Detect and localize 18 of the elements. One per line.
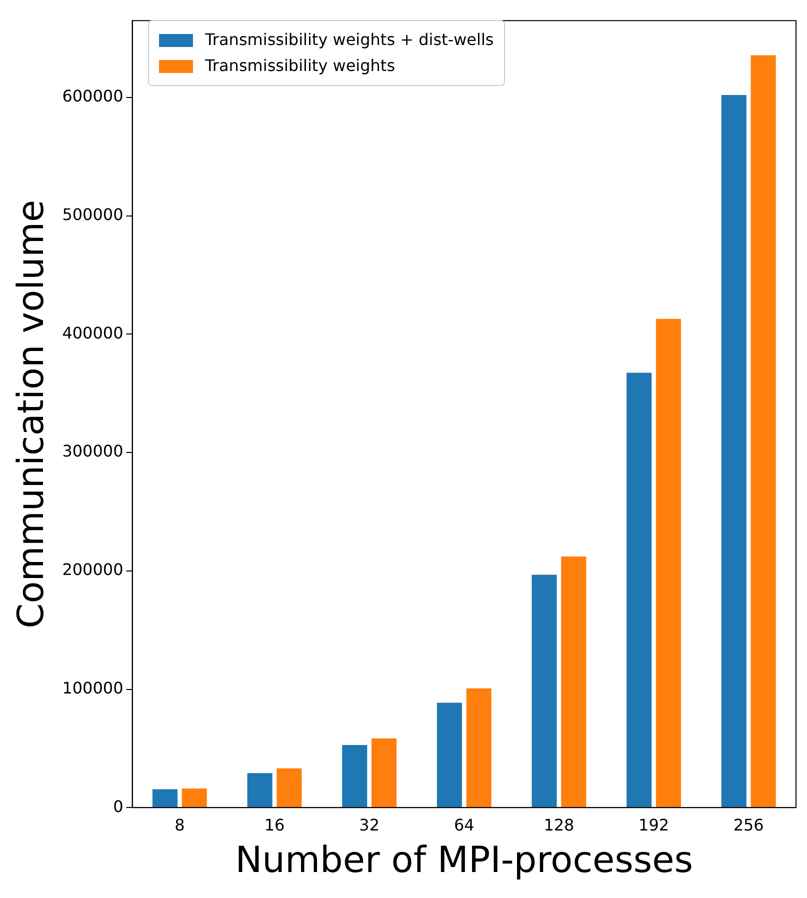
x-tick-label: 192 (638, 815, 670, 834)
y-tick-label: 400000 (62, 323, 124, 342)
x-tick-label: 128 (544, 815, 574, 834)
y-axis-title: Communication volume (10, 200, 52, 628)
x-tick-label: 64 (454, 815, 474, 834)
x-tick-label: 16 (264, 815, 285, 834)
y-tick-label: 0 (113, 796, 124, 816)
y-tick-label: 600000 (62, 86, 124, 106)
x-tick-label: 8 (174, 815, 185, 834)
legend-label: Transmissibility weights + dist-wells (205, 29, 494, 51)
x-tick-label: 32 (359, 815, 380, 834)
y-tick-label: 300000 (62, 442, 124, 461)
legend-label: Transmissibility weights (205, 55, 396, 77)
x-tick-label: 256 (733, 815, 764, 834)
y-tick-label: 500000 (62, 205, 124, 224)
x-axis-title: Number of MPI-processes (235, 840, 694, 881)
y-tick-label: 200000 (62, 560, 124, 580)
y-tick-label: 100000 (62, 678, 124, 698)
